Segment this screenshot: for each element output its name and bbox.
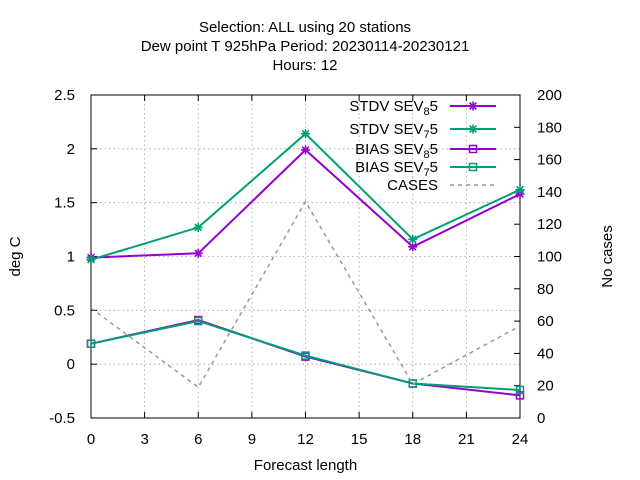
data-point: [408, 242, 418, 252]
y-tick-label: 2.5: [54, 87, 75, 104]
legend-marker: [468, 101, 478, 111]
marker-stroke: [408, 235, 417, 244]
data-point: [515, 391, 525, 400]
legend-label-suffix: 5: [430, 121, 438, 138]
legend-label-name: BIAS SEV: [355, 141, 423, 158]
legend-label-name: STDV SEV: [349, 121, 423, 138]
legend-marker: [468, 162, 478, 172]
x-axis-label: Forecast length: [254, 457, 357, 474]
legend-label: STDV SEV85: [349, 98, 438, 118]
legend-label-subscript: 8: [424, 106, 430, 118]
legend-label-subscript: 8: [424, 149, 430, 161]
marker-stroke: [301, 129, 310, 138]
x-tick-label: 3: [140, 431, 148, 448]
marker-stroke: [469, 102, 477, 110]
y2-tick-label: 40: [537, 345, 554, 362]
y2-tick-label: 80: [537, 281, 554, 298]
y2-tick-label: 160: [537, 152, 562, 169]
legend-marker: [468, 144, 478, 154]
chart-title-line: Selection: ALL using 20 stations: [199, 19, 411, 36]
x-tick-label: 9: [248, 431, 256, 448]
legend-label: STDV SEV75: [349, 121, 438, 141]
y2-tick-label: 100: [537, 249, 562, 266]
legend-label: BIAS SEV85: [355, 141, 438, 161]
marker-stroke: [194, 249, 203, 258]
y-tick-label: 1.5: [54, 195, 75, 212]
y-tick-label: 0: [67, 356, 75, 373]
x-tick-label: 6: [194, 431, 202, 448]
data-point: [193, 248, 203, 258]
legend-label-suffix: 5: [430, 159, 438, 176]
y2-tick-label: 60: [537, 313, 554, 330]
data-point: [408, 234, 418, 244]
marker-stroke: [408, 242, 417, 251]
data-point: [301, 145, 310, 155]
legend-label-name: STDV SEV: [349, 98, 423, 115]
chart-title-line: Hours: 12: [272, 57, 337, 74]
legend-label-suffix: 5: [430, 98, 438, 115]
legend-label: CASES: [387, 177, 438, 194]
legend-label-subscript: 7: [424, 167, 430, 179]
x-tick-label: 15: [351, 431, 368, 448]
marker-stroke: [516, 185, 524, 194]
y-tick-label: 0.5: [54, 302, 75, 319]
data-point: [86, 339, 96, 348]
y2-tick-label: 140: [537, 184, 562, 201]
legend-label-name: CASES: [387, 177, 438, 194]
marker-stroke: [469, 125, 477, 133]
data-point: [193, 222, 203, 232]
y2-tick-label: 200: [537, 87, 562, 104]
x-tick-label: 21: [458, 431, 475, 448]
y-axis-label: deg C: [7, 236, 24, 276]
data-point: [408, 379, 417, 388]
y2-axis-tick-labels: 0 20 40 60 80 100 120 140 160 180 200: [537, 87, 562, 427]
x-tick-label: 18: [404, 431, 421, 448]
y-axis-tick-labels: -0.5 0 0.5 1 1.5 2 2.5: [49, 87, 75, 427]
y-tick-label: -0.5: [49, 410, 75, 427]
y2-tick-label: 0: [537, 410, 545, 427]
y2-tick-label: 180: [537, 119, 562, 136]
chart-title-line: Dew point T 925hPa Period: 20230114-2023…: [141, 38, 470, 55]
legend-label-name: BIAS SEV: [355, 159, 423, 176]
data-point: [86, 255, 96, 265]
data-point: [301, 129, 310, 139]
series-line-3: [90, 320, 521, 391]
marker-stroke: [87, 255, 95, 264]
grid: [91, 95, 520, 418]
marker-stroke: [301, 145, 310, 154]
legend-marker: [468, 124, 478, 134]
legend-label-subscript: 7: [424, 129, 430, 141]
y-tick-label: 2: [67, 141, 75, 158]
marker-stroke: [194, 223, 203, 232]
series-line-4: [90, 200, 521, 389]
data-point: [515, 185, 525, 195]
legend-label-suffix: 5: [430, 141, 438, 158]
y2-tick-label: 120: [537, 216, 562, 233]
x-tick-label: 24: [512, 431, 529, 448]
chart-title: Selection: ALL using 20 stations Dew poin…: [141, 19, 470, 74]
data-point: [515, 385, 525, 395]
y2-axis-label: No cases: [599, 225, 616, 288]
x-tick-label: 12: [297, 431, 314, 448]
legend-label: BIAS SEV75: [355, 159, 438, 179]
x-axis-tick-labels: 0 3 6 9 12 15 18 21 24: [87, 431, 529, 448]
data-point: [194, 316, 203, 326]
y-tick-label: 1: [67, 249, 75, 266]
y2-tick-label: 20: [537, 378, 554, 395]
series: [86, 129, 525, 400]
data-point: [301, 351, 310, 360]
x-tick-label: 0: [87, 431, 95, 448]
